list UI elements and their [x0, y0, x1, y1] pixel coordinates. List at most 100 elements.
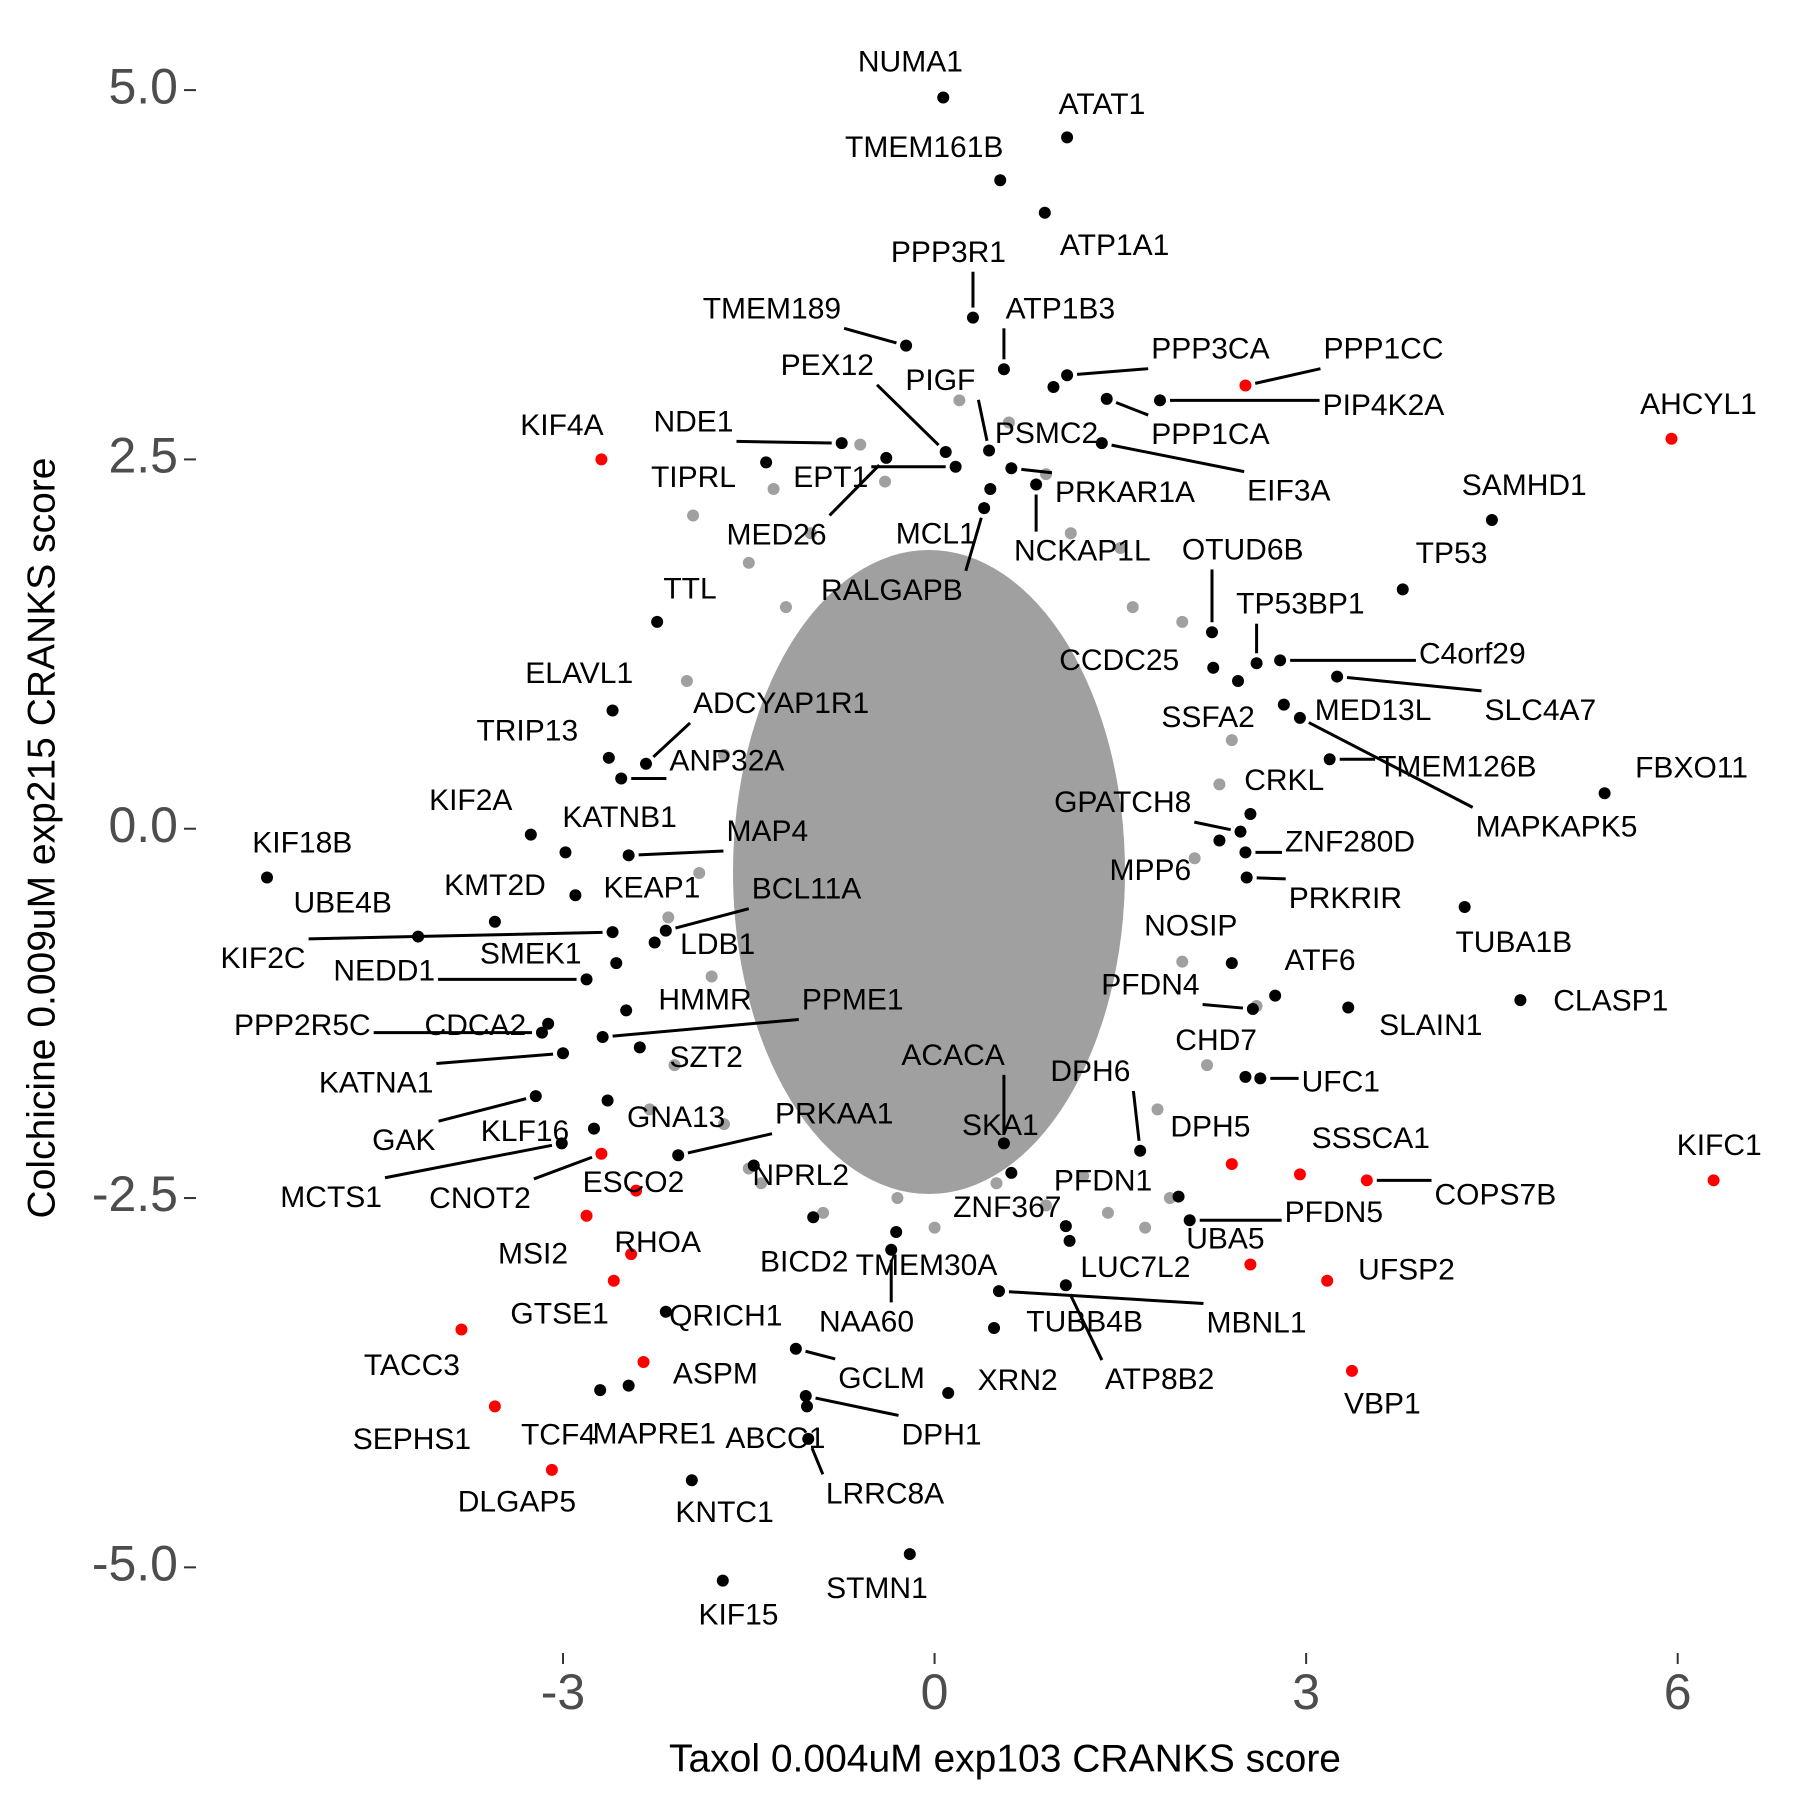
gene-point — [1234, 825, 1247, 838]
gene-label: PFDN5 — [1285, 1196, 1383, 1229]
y-tick-label: -2.5 — [92, 1166, 178, 1222]
gene-label: MPP6 — [1110, 854, 1192, 887]
gene-point — [1172, 1190, 1185, 1203]
gene-point — [557, 1047, 570, 1060]
gene-label: UFC1 — [1302, 1065, 1380, 1098]
gene-point — [1269, 989, 1282, 1002]
gene-point — [580, 1209, 593, 1222]
gene-point — [601, 1094, 614, 1107]
gene-label: MSI2 — [498, 1237, 568, 1270]
gene-point — [1232, 675, 1245, 687]
leader-line — [1194, 820, 1231, 832]
gene-label: PPP1CA — [1151, 418, 1269, 451]
gene-label: TP53BP1 — [1236, 588, 1364, 621]
gene-point — [1207, 661, 1220, 674]
gene-label: MBNL1 — [1207, 1307, 1307, 1340]
leader-line — [1346, 676, 1482, 693]
gene-label: ANP32A — [669, 745, 784, 778]
background-point — [891, 1192, 904, 1205]
gene-label: RHOA — [614, 1226, 701, 1259]
background-point — [879, 475, 892, 488]
gene-point — [1707, 1174, 1720, 1187]
gene-point — [569, 889, 582, 902]
leader-line — [638, 849, 724, 857]
gene-label: PSMC2 — [995, 417, 1098, 450]
gene-label: MCL1 — [896, 517, 976, 550]
gene-point — [622, 849, 635, 862]
y-axis-title: Colchicine 0.009uM exp215 CRANKS score — [20, 458, 63, 1219]
gene-label: PRKAR1A — [1055, 476, 1195, 509]
gene-point — [802, 1432, 815, 1445]
gene-point — [1274, 654, 1287, 667]
gene-label: KIF15 — [698, 1598, 778, 1631]
gene-label: TACC3 — [364, 1349, 460, 1382]
gene-label: PPP3CA — [1151, 333, 1269, 366]
gene-label: ASPM — [673, 1357, 758, 1390]
background-point — [662, 911, 675, 924]
background-point — [1176, 615, 1189, 628]
gene-label: DPH5 — [1170, 1110, 1250, 1143]
gene-point — [835, 437, 848, 450]
gene-point — [992, 1285, 1005, 1298]
gene-point — [596, 1031, 609, 1044]
gene-label: ELAVL1 — [525, 657, 633, 690]
gene-point — [1063, 1234, 1076, 1247]
gene-point — [606, 926, 619, 939]
gene-label: SZT2 — [669, 1041, 742, 1074]
gene-label: KIFC1 — [1677, 1129, 1762, 1162]
gene-label: PIP4K2A — [1323, 389, 1445, 422]
gene-point — [529, 1090, 542, 1103]
gene-point — [997, 1137, 1010, 1150]
gene-label: C4orf29 — [1419, 637, 1526, 670]
gene-label: ATP1B3 — [1006, 292, 1116, 325]
gene-point — [559, 846, 572, 859]
gene-label: CRKL — [1244, 764, 1324, 797]
leader-line — [438, 1097, 527, 1123]
background-point — [1176, 955, 1189, 968]
x-tick-label: 6 — [1664, 1664, 1692, 1720]
gene-label: EIF3A — [1247, 475, 1330, 508]
gene-label: SLC4A7 — [1485, 694, 1597, 727]
gene-point — [606, 704, 619, 717]
gene-label: XRN2 — [978, 1364, 1058, 1397]
gene-point — [880, 451, 893, 464]
leader-line — [1008, 1290, 1204, 1306]
gene-point — [1293, 711, 1306, 724]
leader-line — [976, 399, 989, 442]
gene-point — [659, 924, 672, 937]
gene-point — [900, 339, 913, 352]
gene-label: NEDD1 — [333, 955, 435, 988]
background-point — [693, 867, 706, 880]
gene-point — [1239, 379, 1252, 392]
gene-point — [1059, 1279, 1072, 1292]
gene-label: STMN1 — [826, 1572, 928, 1605]
gene-point — [799, 1390, 812, 1402]
gene-label: TMEM189 — [703, 292, 841, 325]
gene-label: TUBA1B — [1455, 926, 1572, 959]
gene-point — [1047, 381, 1060, 394]
gene-point — [1239, 846, 1252, 859]
leader-line — [308, 930, 603, 941]
gene-label: ATP8B2 — [1105, 1363, 1215, 1396]
gene-point — [994, 174, 1007, 187]
gene-point — [997, 363, 1010, 376]
gene-label: GPATCH8 — [1054, 786, 1191, 819]
gene-point — [1244, 1258, 1257, 1271]
gene-label: AHCYL1 — [1640, 388, 1757, 421]
gene-point — [747, 1159, 760, 1172]
gene-label: LUC7L2 — [1080, 1251, 1190, 1284]
background-point — [953, 394, 966, 407]
gene-point — [983, 444, 996, 457]
gene-label: NPRL2 — [752, 1159, 849, 1192]
background-point — [718, 1118, 731, 1131]
gene-point — [648, 936, 661, 949]
gene-label: SSFA2 — [1161, 701, 1254, 734]
leader-line — [1076, 367, 1149, 376]
background-point — [1077, 1169, 1090, 1182]
gene-point — [1061, 131, 1074, 144]
gene-label: CDCA2 — [425, 1009, 527, 1042]
gene-label: DPH1 — [902, 1418, 982, 1451]
gene-label: KIF2C — [221, 942, 306, 975]
gene-point — [587, 1122, 600, 1135]
gene-label: BICD2 — [760, 1245, 848, 1278]
